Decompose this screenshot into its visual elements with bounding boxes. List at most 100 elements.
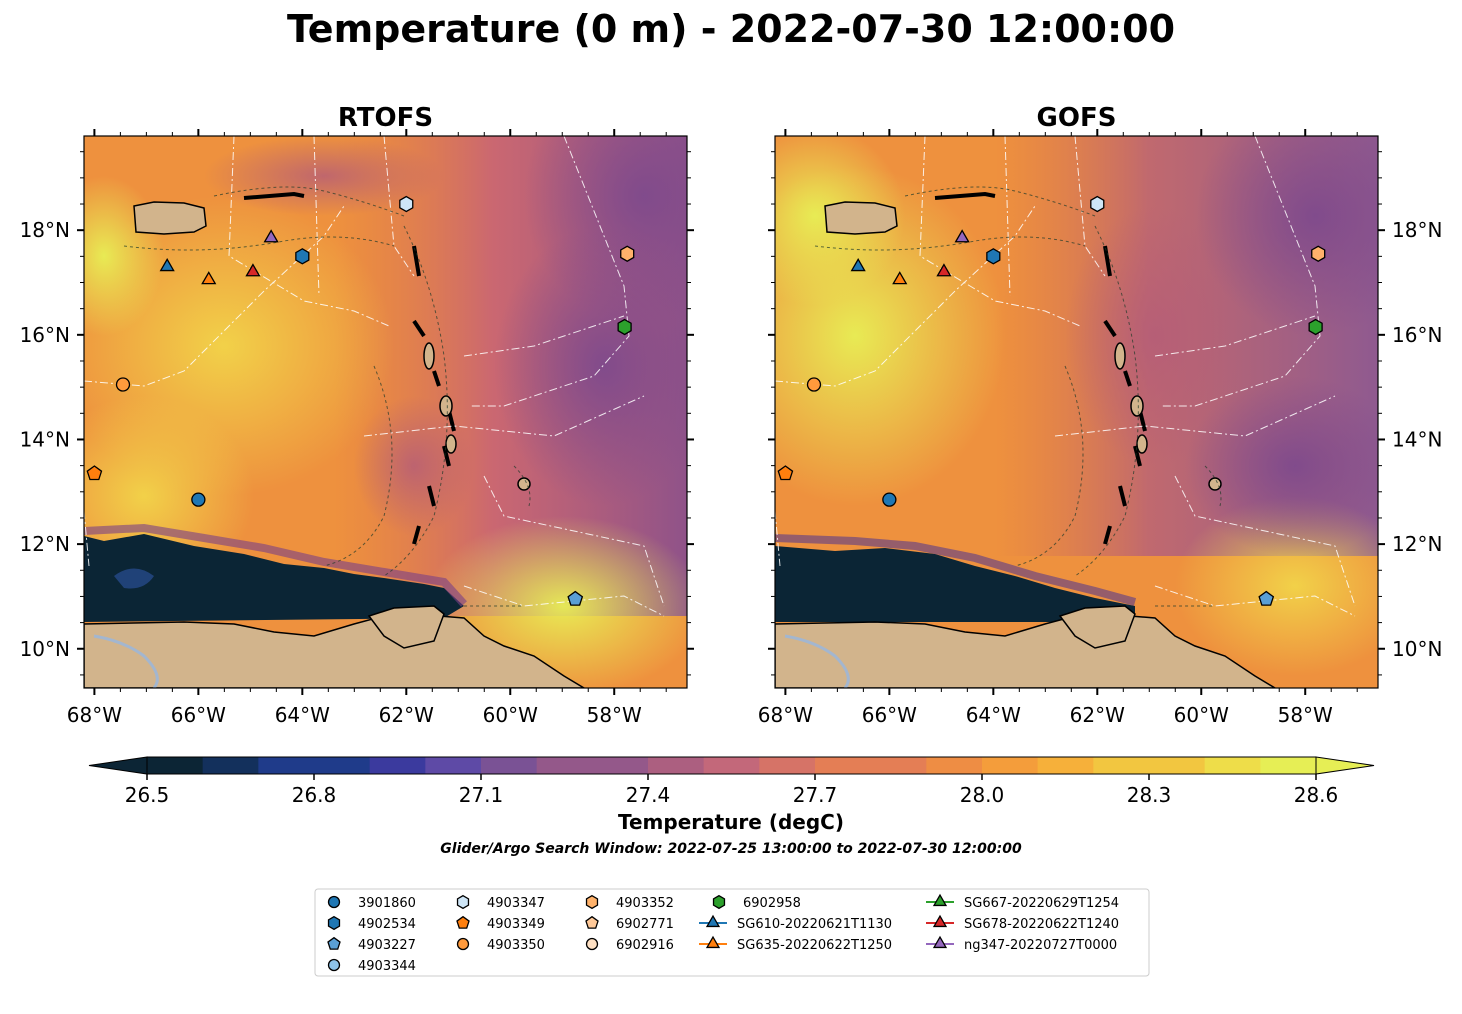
legend-label: ng347-20220727T0000 [964, 938, 1117, 953]
colorbar-segment [870, 757, 927, 774]
cool-patch [1185, 376, 1378, 556]
legend-marker [932, 935, 948, 949]
lat-tick-label: 14°N [1392, 427, 1442, 451]
lon-tick-label: 66°W [171, 703, 226, 727]
observation-marker [806, 377, 822, 392]
legend-marker [456, 915, 470, 929]
legend-marker [327, 915, 341, 931]
river [784, 634, 850, 688]
colorbar-segment [1093, 757, 1150, 774]
island [517, 477, 531, 491]
legend-label: 4903227 [358, 938, 416, 953]
colorbar-segment [147, 757, 204, 774]
legend-label: 4903347 [487, 896, 545, 911]
observation-marker [263, 229, 279, 243]
cold-upwelling-edge [775, 534, 1137, 606]
legend-label: 3901860 [358, 896, 416, 911]
map-frame [774, 135, 1379, 689]
cold-upwelling-edge [84, 523, 467, 607]
legend-label: 4903349 [487, 917, 545, 932]
legend-marker [327, 895, 341, 909]
colorbar-segment [425, 757, 482, 774]
legend-marker [712, 894, 726, 910]
cool-patch [1195, 136, 1378, 336]
colorbar-tick-label: 28.0 [960, 783, 1005, 807]
lon-tick-label: 58°W [587, 703, 642, 727]
lon-tick-label: 62°W [379, 703, 434, 727]
observation-marker [1311, 245, 1326, 262]
panel-title: RTOFS [338, 103, 433, 133]
colorbar-segment [481, 757, 538, 774]
bathymetry-contours [123, 186, 531, 607]
lat-tick-label: 14°N [20, 427, 70, 451]
lon-tick-label: 60°W [1174, 703, 1229, 727]
legend-marker [705, 914, 721, 928]
legend-marker [327, 958, 341, 972]
colorbar-segment [202, 757, 259, 774]
island [445, 434, 457, 454]
colorbar-segment [1149, 757, 1206, 774]
colorbar-segment [1037, 757, 1094, 774]
colorbar-tick-label: 27.4 [626, 783, 671, 807]
trinidad-land [1058, 605, 1136, 649]
observation-marker [1258, 590, 1275, 606]
colorbar-segment [536, 757, 593, 774]
lon-tick-label: 66°W [862, 703, 917, 727]
observation-marker [954, 229, 970, 243]
bathymetry-contours [814, 186, 1222, 607]
cold-upwelling-region [114, 568, 154, 589]
trinidad-land [367, 605, 445, 649]
legend-marker [585, 937, 599, 951]
observation-marker [850, 258, 866, 272]
observation-marker [777, 465, 794, 481]
legend-marker [456, 894, 470, 910]
map-axes: 68°W 66°W 64°W 62°W 60°W 58°W 18°N 16°N 14°N 12°N… [758, 129, 1442, 727]
panel-title: GOFS [1037, 103, 1117, 133]
colorbar-tick-label: 28.3 [1127, 783, 1172, 807]
observation-marker [295, 248, 310, 265]
colorbar-tick-label: 26.5 [125, 783, 170, 807]
observation-marker [1308, 318, 1323, 336]
legend-label: SG667-20220629T1254 [964, 896, 1119, 911]
lat-tick-label: 18°N [1392, 218, 1442, 242]
colorbar-segment [815, 757, 872, 774]
colorbar-segment [1260, 757, 1317, 774]
cool-patch [354, 396, 474, 536]
lat-tick-label: 16°N [1392, 323, 1442, 347]
legend-label: SG610-20220621T1130 [737, 917, 892, 932]
observation-marker [86, 465, 103, 481]
observation-marker [201, 271, 217, 285]
lon-tick-label: 64°W [966, 703, 1021, 727]
island-chain [243, 191, 456, 545]
lon-tick-label: 60°W [483, 703, 538, 727]
colorbar-extend-high [1315, 756, 1375, 775]
colorbar-segment [703, 757, 760, 774]
observation-marker [245, 263, 261, 277]
island [1114, 342, 1126, 370]
lon-tick-label: 68°W [67, 703, 122, 727]
legend-marker [705, 935, 721, 949]
legend: 3901860 4902534 4903227 4903344 4903347 49033… [314, 888, 1150, 977]
observation-markers [777, 195, 1326, 606]
colorbar-segment [1204, 757, 1261, 774]
legend-label: 4902534 [358, 917, 416, 932]
island [1136, 434, 1148, 454]
colorbar-tick-label: 26.8 [292, 783, 337, 807]
observation-markers [86, 195, 635, 606]
legend-label: 6902916 [616, 938, 674, 953]
map-frame [83, 135, 688, 689]
map-axes: 68°W 66°W 64°W 62°W 60°W 58°W 18°N 16°N 14°N 12°N… [20, 129, 694, 727]
island [1130, 395, 1144, 417]
observation-marker [1090, 195, 1105, 213]
search-window-caption: Glider/Argo Search Window: 2022-07-25 13… [440, 841, 1022, 857]
lon-tick-label: 64°W [275, 703, 330, 727]
observation-marker [115, 377, 131, 392]
observation-marker [882, 492, 897, 507]
legend-label: 6902958 [743, 896, 801, 911]
cold-upwelling-region [775, 546, 1135, 622]
lat-tick-label: 12°N [20, 532, 70, 556]
observation-marker [936, 263, 952, 277]
legend-label: 4903350 [487, 938, 545, 953]
island [439, 395, 453, 417]
